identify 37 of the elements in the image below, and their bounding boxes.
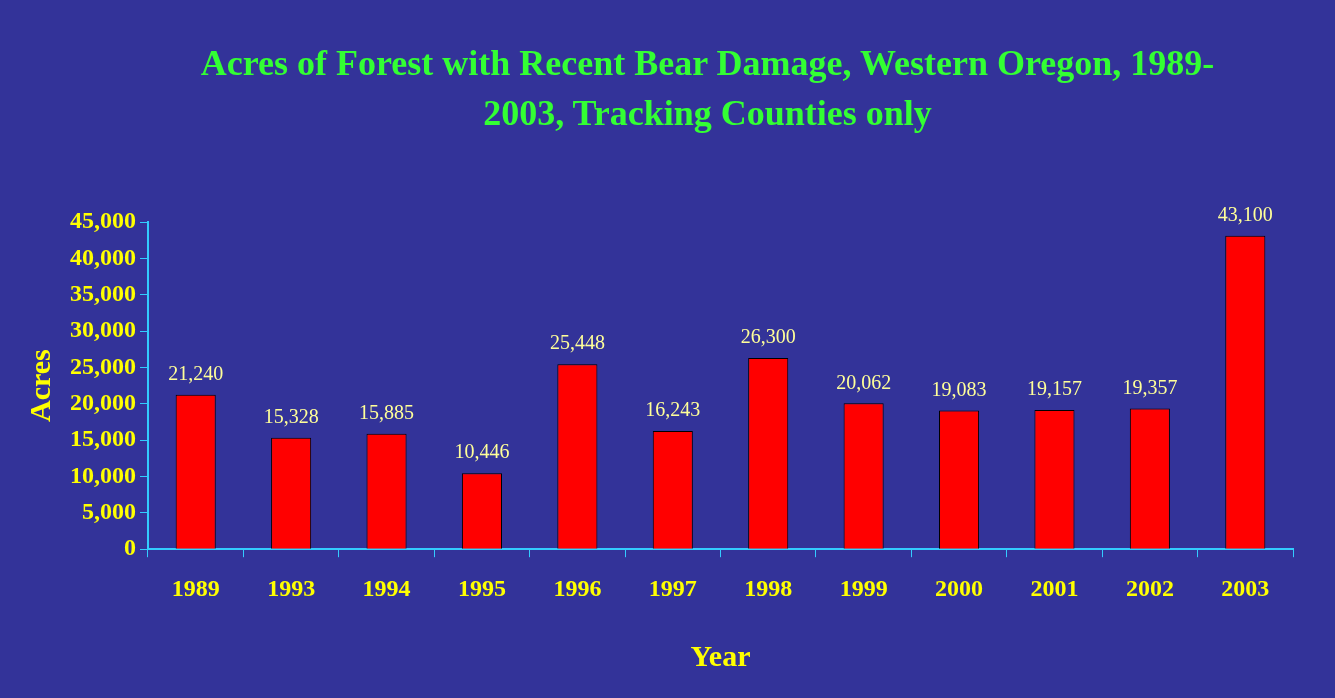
data-label: 15,885 bbox=[359, 400, 415, 423]
data-label: 20,062 bbox=[836, 370, 892, 393]
x-tick-label: 2000 bbox=[935, 574, 984, 601]
y-tick-label: 5,000 bbox=[82, 498, 136, 525]
x-tick-label: 2002 bbox=[1125, 574, 1174, 601]
y-tick-label: 0 bbox=[124, 534, 136, 561]
x-tick-label: 1996 bbox=[553, 574, 602, 601]
data-label: 21,240 bbox=[168, 362, 224, 385]
y-tick-label: 25,000 bbox=[70, 352, 136, 379]
data-label: 19,157 bbox=[1026, 377, 1082, 400]
data-label: 19,083 bbox=[931, 377, 987, 400]
x-axis-title: Year bbox=[690, 638, 751, 672]
x-tick-label: 1989 bbox=[171, 574, 220, 601]
x-tick-label: 2003 bbox=[1221, 574, 1270, 601]
x-tick-label: 1999 bbox=[839, 574, 888, 601]
y-tick-label: 35,000 bbox=[70, 279, 136, 306]
y-tick-label: 40,000 bbox=[70, 243, 136, 270]
x-tick-label: 1993 bbox=[267, 574, 316, 601]
data-label: 19,357 bbox=[1122, 375, 1178, 398]
x-tick-label: 1998 bbox=[744, 574, 793, 601]
x-tick-label: 1994 bbox=[362, 574, 411, 601]
data-label: 16,243 bbox=[645, 398, 701, 421]
data-label: 10,446 bbox=[454, 440, 510, 463]
chart-title: Acres of Forest with Recent Bear Damage, Western Oregon, 1989-2003, Tracking Counties only bbox=[199, 42, 1216, 135]
x-tick-label: 2001 bbox=[1030, 574, 1079, 601]
data-label: 43,100 bbox=[1217, 203, 1273, 226]
data-label: 15,328 bbox=[263, 405, 319, 427]
y-tick-label: 45,000 bbox=[70, 207, 136, 234]
y-tick-label: 30,000 bbox=[70, 316, 136, 343]
data-label: 26,300 bbox=[740, 325, 796, 348]
y-tick-label: 20,000 bbox=[70, 388, 136, 415]
y-tick-label: 15,000 bbox=[70, 425, 136, 452]
data-label: 25,448 bbox=[549, 331, 605, 354]
x-tick-label: 1997 bbox=[648, 574, 697, 601]
y-axis-title: Acres bbox=[22, 349, 56, 422]
x-tick-label: 1995 bbox=[457, 574, 506, 601]
y-tick-label: 10,000 bbox=[70, 461, 136, 488]
